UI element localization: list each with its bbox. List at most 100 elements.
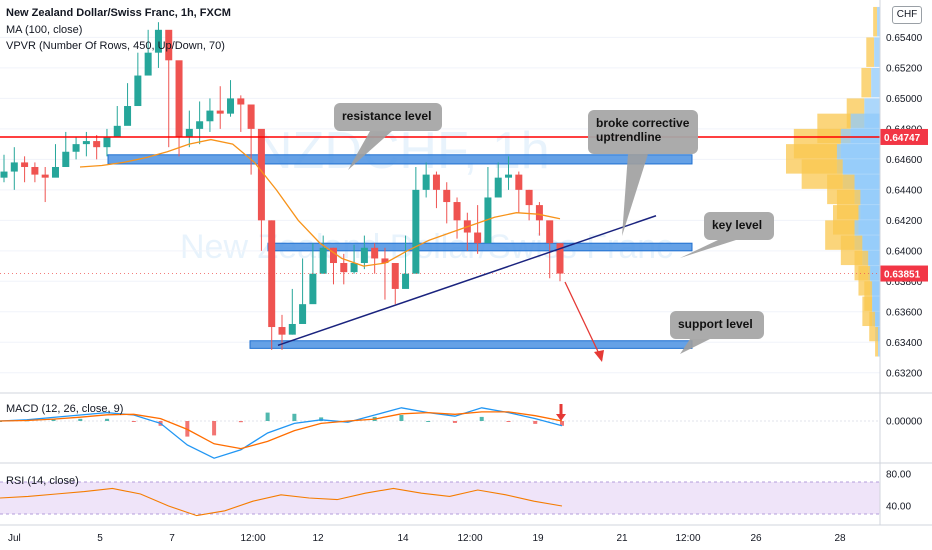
candle-body xyxy=(535,205,543,221)
moving-average xyxy=(79,138,561,267)
resistance-callout-text: resistance level xyxy=(342,109,431,123)
rsi-tick-label: 80.00 xyxy=(886,470,911,481)
drawings xyxy=(0,136,880,362)
macd-histogram-bar xyxy=(212,421,217,436)
candle-body xyxy=(360,247,368,264)
candle-body xyxy=(319,247,327,274)
time-tick-label: 12:00 xyxy=(457,533,482,544)
candle-body xyxy=(278,327,286,335)
price-tick-label: 0.65000 xyxy=(886,94,923,105)
time-tick-label: 12:00 xyxy=(675,533,700,544)
ma-legend: MA (100, close) xyxy=(6,24,82,36)
macd-legend: MACD (12, 26, close, 9) xyxy=(6,403,123,415)
volume-profile xyxy=(786,6,880,357)
macd-histogram-bar xyxy=(265,412,270,421)
time-tick-label: 19 xyxy=(532,533,544,544)
time-axis[interactable]: Jul 5 7 12:00 12 14 12:00 19 21 12:00 26 28 xyxy=(8,533,846,544)
ma-line xyxy=(79,138,561,267)
key-level-callout-pointer xyxy=(680,240,736,258)
candle-body xyxy=(227,98,235,114)
candle-body xyxy=(134,75,142,107)
candle-body xyxy=(237,98,245,105)
candle-body xyxy=(31,166,39,175)
price-tick-label: 0.63400 xyxy=(886,338,923,349)
candle-body xyxy=(103,136,111,148)
candle-body xyxy=(185,128,193,137)
candle-body xyxy=(505,174,513,178)
down-arrow-stem xyxy=(559,404,563,414)
vp-down-bar xyxy=(875,311,880,342)
candle-body xyxy=(515,174,523,190)
corrective-uptrendline xyxy=(277,215,657,347)
candle-body xyxy=(546,220,554,244)
price-tick-label: 0.63600 xyxy=(886,307,923,318)
candle-body xyxy=(299,304,307,324)
candle-body xyxy=(432,174,440,190)
time-tick-label: 26 xyxy=(750,533,762,544)
upper-price-badge-text: 0.64747 xyxy=(884,133,921,144)
price-tick-label: 0.64400 xyxy=(886,185,923,196)
vp-down-bar xyxy=(870,266,880,296)
zone-resistance-level xyxy=(107,154,693,165)
rsi-pane: 80.00 40.00 xyxy=(0,470,911,517)
time-tick-label: 28 xyxy=(834,533,846,544)
candle-body xyxy=(154,29,162,53)
support-level-callout-text: support level xyxy=(678,317,753,331)
time-tick-label: 12 xyxy=(312,533,324,544)
macd-histogram-bar xyxy=(238,421,243,423)
candle-body xyxy=(41,174,49,178)
candle-body xyxy=(72,144,80,152)
candle-body xyxy=(309,273,317,305)
vp-up-bar xyxy=(866,37,875,67)
projection-arrow-line xyxy=(564,281,603,361)
rsi-legend: RSI (14, close) xyxy=(6,475,79,487)
vpvr-legend: VPVR (Number Of Rows, 450, Up/Down, 70) xyxy=(6,40,225,52)
chart-title: New Zealand Dollar/Swiss Franc, 1h, FXCM xyxy=(6,7,231,19)
price-axis[interactable]: 0.654000.652000.650000.648000.646000.644… xyxy=(880,33,928,379)
macd-histogram-bar xyxy=(78,418,83,421)
time-tick-label: 7 xyxy=(169,533,175,544)
macd-histogram-bar xyxy=(479,416,484,421)
macd-histogram-bar xyxy=(105,418,110,421)
time-tick-label: 21 xyxy=(616,533,628,544)
price-tick-label: 0.65400 xyxy=(886,33,923,44)
vp-up-bar xyxy=(864,281,873,311)
key-level-callout-box xyxy=(704,212,774,240)
macd-histogram-bar xyxy=(560,421,564,426)
candle-body xyxy=(0,171,8,178)
vp-down-bar xyxy=(877,6,880,37)
candle-body xyxy=(288,323,296,335)
last-price-badge-text: 0.63851 xyxy=(884,270,921,281)
candle-body xyxy=(175,60,183,137)
candle-body xyxy=(124,106,132,126)
broke-trendline-callout-box xyxy=(588,110,698,154)
time-tick-label: 14 xyxy=(397,533,409,544)
macd-histogram-bar xyxy=(399,415,404,421)
candle-body xyxy=(443,189,451,203)
down-arrow-icon xyxy=(556,414,566,421)
candle-body xyxy=(412,189,420,274)
upper-price-badge xyxy=(880,128,928,145)
candle-body xyxy=(371,247,379,259)
candle-body xyxy=(340,263,348,273)
candle-body xyxy=(10,162,18,172)
zone-support-level xyxy=(249,340,693,349)
macd-histogram-bar xyxy=(426,421,431,422)
candle-body xyxy=(21,162,29,167)
candle-body xyxy=(62,151,70,167)
macd-histogram-bar xyxy=(292,413,297,421)
currency-badge[interactable]: CHF xyxy=(892,6,922,24)
rsi-tick-label: 40.00 xyxy=(886,502,911,513)
candle-body xyxy=(329,247,337,264)
candle-body xyxy=(82,141,90,145)
candle-body xyxy=(268,220,276,328)
candle-body xyxy=(422,174,430,190)
price-tick-label: 0.64200 xyxy=(886,216,923,227)
candle-body xyxy=(474,232,482,244)
vp-up-bar xyxy=(875,327,879,357)
vp-down-bar xyxy=(874,37,880,67)
broke-trendline-callout-text: uptrendline xyxy=(596,130,662,144)
macd-histogram-bar xyxy=(131,421,136,422)
macd-line xyxy=(0,407,563,459)
